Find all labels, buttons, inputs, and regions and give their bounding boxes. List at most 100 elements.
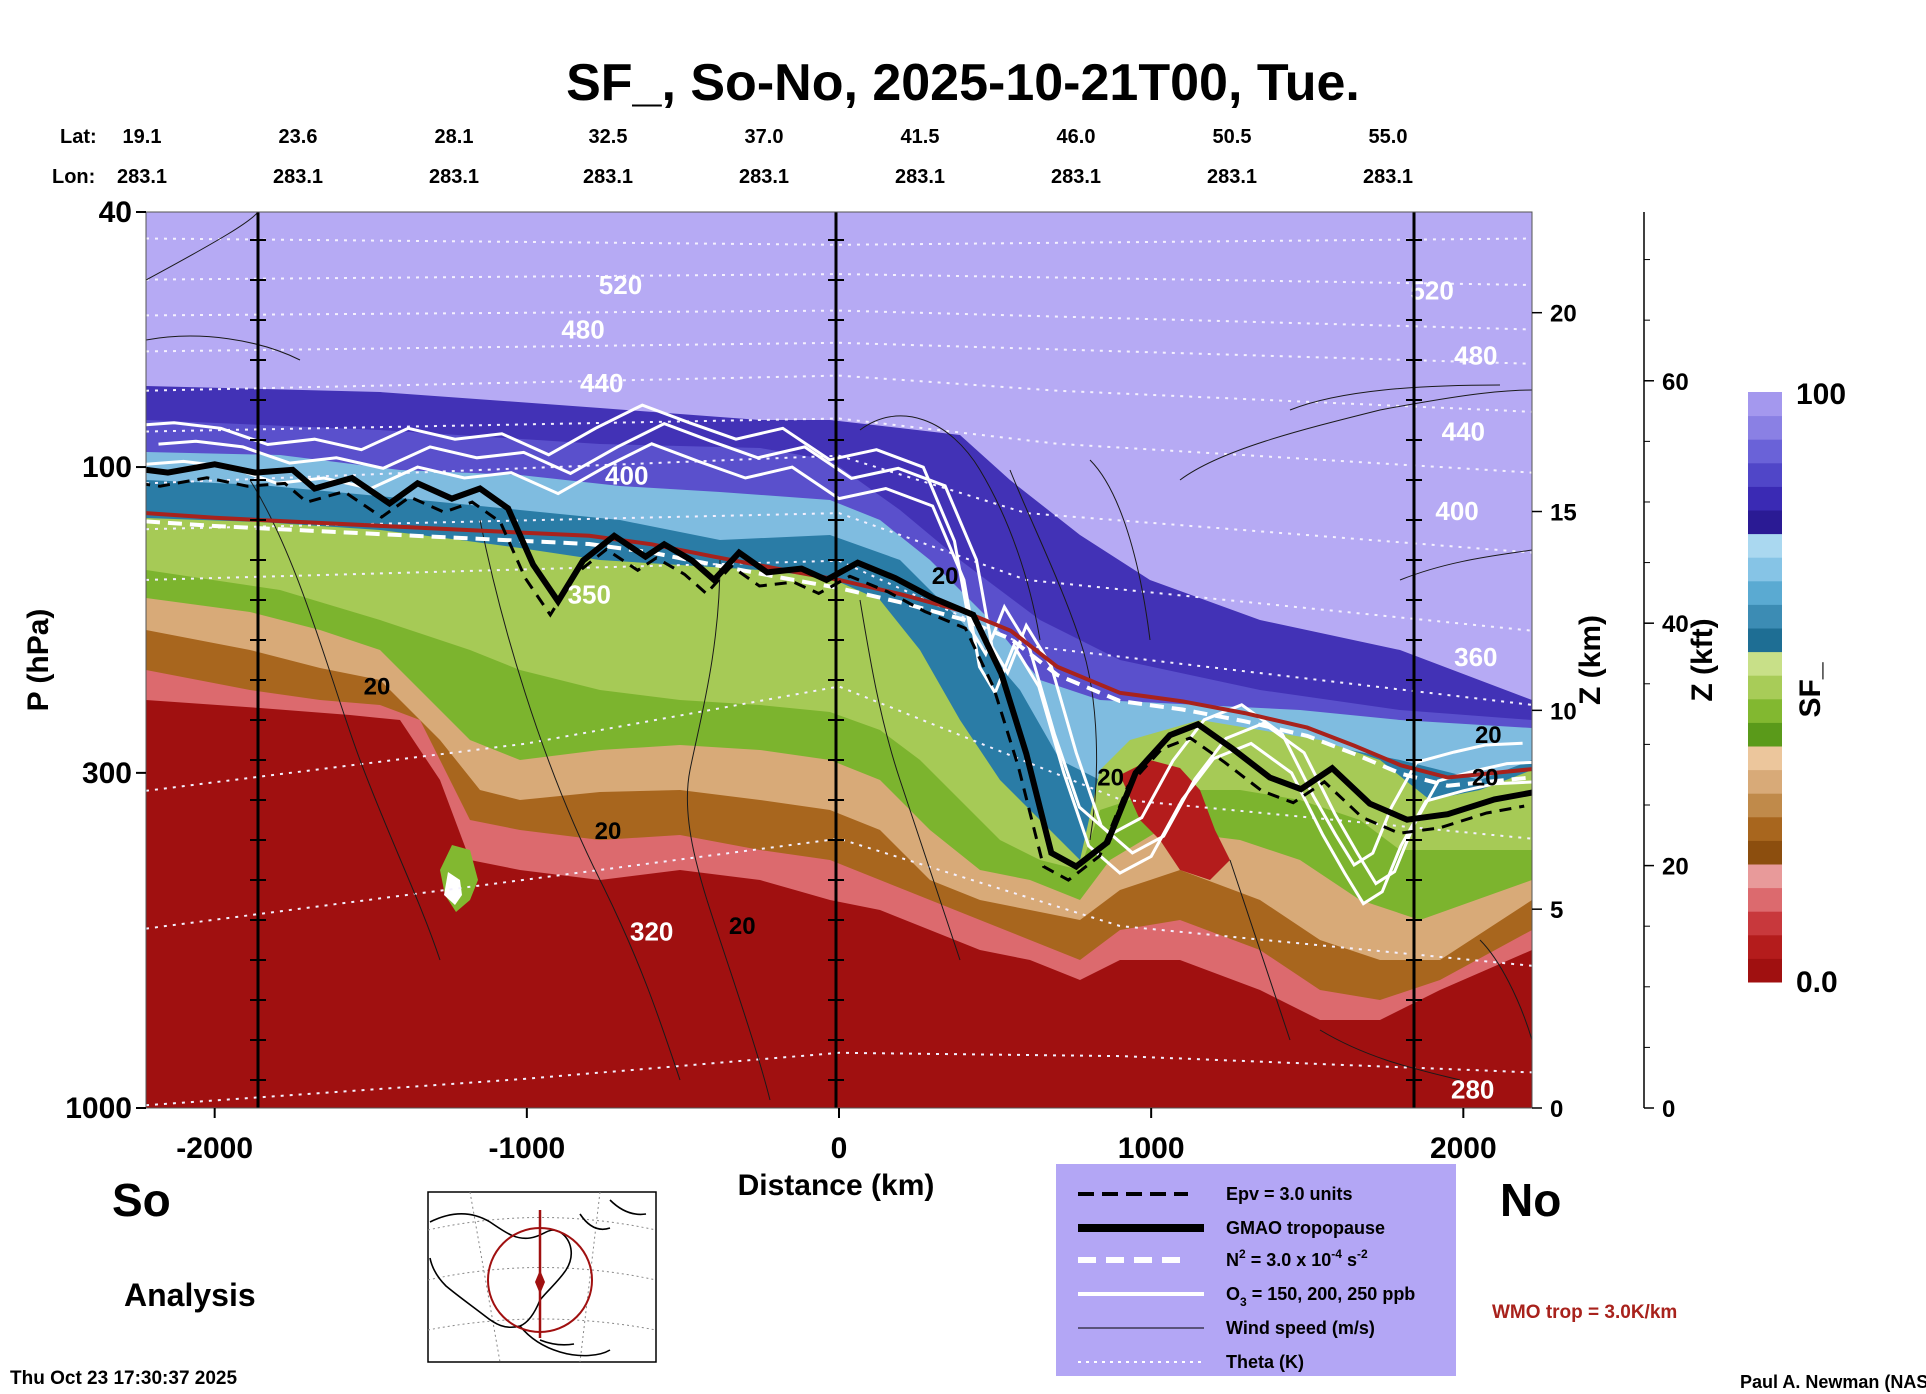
colorbar-min: 0.0: [1796, 966, 1838, 999]
south-label: So: [112, 1174, 171, 1226]
white-patch: [444, 872, 462, 905]
wind-label: 20: [595, 818, 622, 845]
colorbar-swatch: [1748, 486, 1782, 511]
trough-red-region: [1120, 760, 1230, 880]
x-tick-label: -2000: [176, 1132, 253, 1165]
theta-line: [146, 341, 1532, 365]
colorbar-swatch: [1748, 628, 1782, 653]
colorbar: [1748, 392, 1782, 983]
x-tick-label: 2000: [1430, 1132, 1497, 1165]
z-km-axis: 0 5 10 15 20: [1532, 301, 1577, 1123]
legend-n2: N2 = 3.0 x 10-4 s-2: [1226, 1247, 1368, 1270]
lon-value: 283.1: [1051, 166, 1101, 188]
analysis-label: Analysis: [124, 1277, 256, 1313]
lon-value: 283.1: [583, 166, 633, 188]
lat-label: Lat:: [60, 126, 97, 148]
x-tick-label: 1000: [1118, 1132, 1185, 1165]
theta-label: 440: [580, 368, 623, 398]
colorbar-swatch: [1748, 746, 1782, 771]
theta-label: 400: [1435, 496, 1478, 526]
colorbar-swatch: [1748, 604, 1782, 629]
colorbar-swatch: [1748, 439, 1782, 464]
lat-value: 28.1: [435, 126, 474, 148]
section-markers: [256, 212, 1416, 1108]
lat-value: 41.5: [901, 126, 940, 148]
wind-label: 20: [364, 674, 391, 701]
colorbar-swatch: [1748, 911, 1782, 936]
legend-tropopause: GMAO tropopause: [1226, 1218, 1385, 1238]
north-label: No: [1500, 1174, 1561, 1226]
theta-line: [146, 559, 1532, 706]
colorbar-swatch: [1748, 392, 1782, 417]
red-lower-troposphere: [146, 700, 1532, 1108]
colorbar-swatch: [1748, 651, 1782, 676]
legend-epv: Epv = 3.0 units: [1226, 1184, 1353, 1204]
lat-value: 50.5: [1213, 126, 1252, 148]
colorbar-swatch: [1748, 415, 1782, 440]
chart-title: SF_, So-No, 2025-10-21T00, Tue.: [566, 54, 1360, 112]
theta-label: 350: [568, 579, 611, 609]
z-kft-axis: 0 20 40 60: [1644, 259, 1689, 1123]
gmao-tropopause-line: [146, 461, 1532, 871]
y-tick-label: 100: [82, 451, 132, 484]
z-km-tick-label: 20: [1550, 301, 1577, 328]
legend-theta: Theta (K): [1226, 1352, 1304, 1372]
inset-map: [427, 1191, 657, 1363]
lon-value: 283.1: [273, 166, 323, 188]
colorbar-swatch: [1748, 840, 1782, 865]
colorbar-swatch: [1748, 769, 1782, 794]
wind-label: 20: [1097, 764, 1124, 791]
theta-line: [146, 273, 1532, 286]
colorbar-swatch: [1748, 934, 1782, 959]
colorbar-swatch: [1748, 675, 1782, 700]
y-tick-label: 1000: [65, 1092, 132, 1125]
lat-value: 46.0: [1057, 126, 1096, 148]
lat-value: 37.0: [745, 126, 784, 148]
wind-label: 20: [1475, 722, 1502, 749]
theta-label: 360: [1454, 642, 1497, 672]
z-km-tick-label: 15: [1550, 500, 1577, 527]
legend: Epv = 3.0 units GMAO tropopause N2 = 3.0…: [1056, 1164, 1456, 1376]
theta-line: [146, 454, 1532, 554]
colorbar-swatch: [1748, 580, 1782, 605]
y-tick-label: 300: [82, 757, 132, 790]
lat-value: 23.6: [279, 126, 318, 148]
z-kft-tick-label: 20: [1662, 854, 1689, 881]
wind-label: 20: [729, 913, 756, 940]
z-km-tick-label: 0: [1550, 1096, 1563, 1123]
colorbar-swatch: [1748, 958, 1782, 983]
theta-label: 520: [599, 270, 642, 300]
colorbar-label: SF_: [1794, 662, 1827, 717]
colorbar-swatch: [1748, 557, 1782, 582]
ozone-250: [146, 403, 1523, 867]
z-km-tick-label: 5: [1550, 897, 1563, 924]
x-tick-label: -1000: [488, 1132, 565, 1165]
y-tick-label: 40: [99, 196, 132, 229]
lat-value: 55.0: [1369, 126, 1408, 148]
colorbar-swatch: [1748, 816, 1782, 841]
credit: Paul A. Newman (NASA: [1740, 1372, 1926, 1392]
colorbar-swatch: [1748, 887, 1782, 912]
theta-lines: [146, 237, 1532, 1107]
theta-label: 320: [630, 916, 673, 946]
colorbar-swatch: [1748, 462, 1782, 487]
z-kft-label: Z (kft): [1686, 618, 1719, 701]
theta-line: [146, 1051, 1532, 1107]
theta-line: [146, 237, 1532, 246]
wind-label: 20: [932, 563, 959, 590]
ozone-150: [146, 442, 1532, 906]
lon-value: 283.1: [739, 166, 789, 188]
lat-value: 32.5: [589, 126, 628, 148]
colorbar-swatch: [1748, 864, 1782, 889]
colorbar-swatch: [1748, 793, 1782, 818]
theta-line: [146, 512, 1532, 632]
theta-line: [146, 309, 1532, 331]
lon-value: 283.1: [429, 166, 479, 188]
theta-label: 440: [1442, 416, 1485, 446]
lon-label: Lon:: [52, 166, 95, 188]
theta-line: [146, 374, 1532, 413]
colorbar-swatch: [1748, 722, 1782, 747]
